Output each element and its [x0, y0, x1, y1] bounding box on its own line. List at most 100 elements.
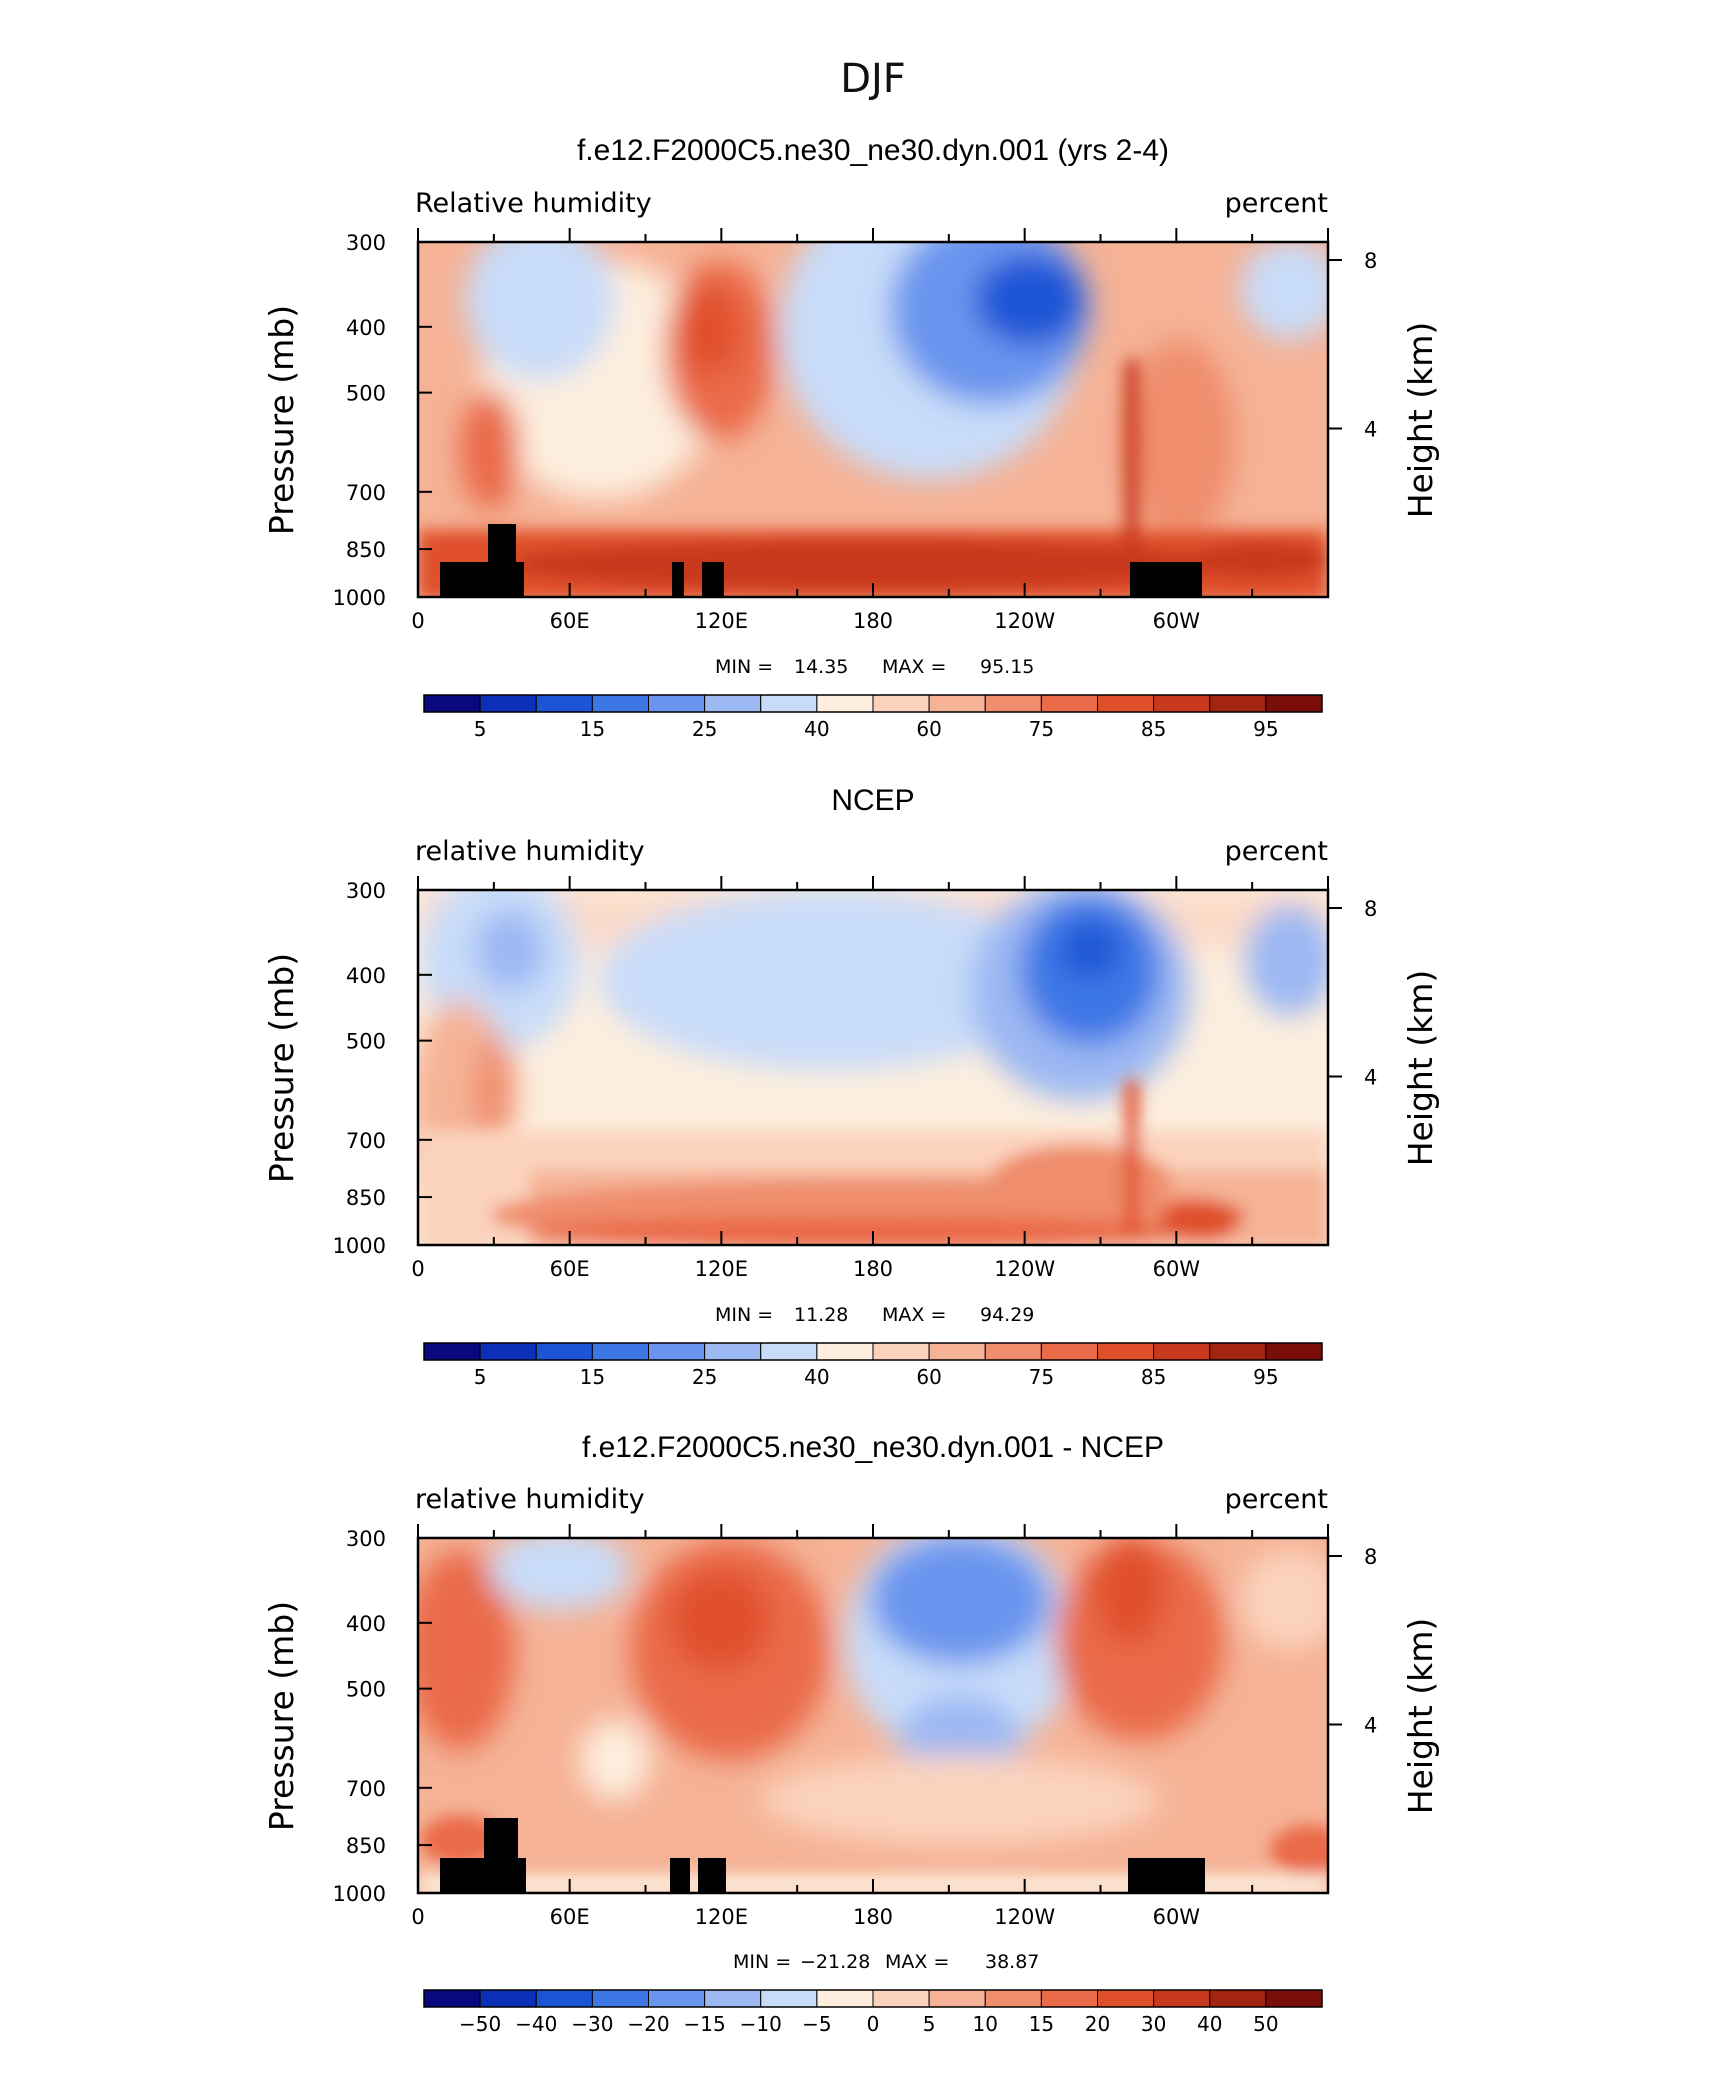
colorbar-label: 0	[867, 2012, 880, 2036]
contour-field	[418, 242, 1328, 597]
y-tick-label: 1000	[333, 1234, 386, 1258]
colorbar-label: 85	[1141, 1365, 1166, 1389]
y-tick-label-right: 8	[1364, 249, 1377, 273]
y-tick-label: 500	[346, 1678, 386, 1702]
colorbar-swatch	[928, 1342, 986, 1361]
min-max-stats: MIN = 11.28 MAX = 94.29	[715, 1304, 1034, 1326]
colorbar-label: 75	[1029, 1365, 1054, 1389]
units-label: percent	[1225, 1484, 1328, 1515]
y-tick-label: 700	[346, 481, 386, 505]
x-axis: 0 60E 120E 180 120W 60W	[411, 228, 1329, 633]
y-axis-label: Pressure (mb)	[262, 953, 301, 1183]
colorbar-swatch	[1153, 694, 1211, 713]
colorbar-label: 25	[692, 1365, 717, 1389]
y-tick-label: 850	[346, 1834, 386, 1858]
min-label: MIN =	[733, 1951, 791, 1973]
colorbar-swatch	[479, 1989, 537, 2008]
panel-title: f.e12.F2000C5.ne30_ne30.dyn.001 - NCEP	[582, 1431, 1164, 1464]
panel-obs: NCEP relative humidity percent	[262, 784, 1440, 1389]
colorbar-swatch	[423, 694, 481, 713]
colorbar-label: 95	[1253, 717, 1278, 741]
colorbar-label: 5	[923, 2012, 936, 2036]
colorbar-swatch	[872, 1989, 930, 2008]
colorbar-label: 60	[916, 717, 941, 741]
y-tick-label: 1000	[333, 1882, 386, 1906]
topography-mask	[440, 524, 1202, 597]
y-tick-label-right: 8	[1364, 1545, 1377, 1569]
colorbar-label: 40	[804, 1365, 829, 1389]
colorbar-swatch	[1097, 1342, 1155, 1361]
variable-label: relative humidity	[415, 836, 645, 867]
colorbar-label: 15	[580, 717, 605, 741]
y-axis: 300 400 500 700 850 1000 8 4	[333, 1527, 1378, 1906]
colorbar-label: 5	[474, 1365, 487, 1389]
y-axis: 300 400 500 700 850 1000 8 4	[333, 231, 1378, 610]
x-tick-label: 60W	[1153, 609, 1201, 633]
colorbar-swatch	[591, 1342, 649, 1361]
y-tick-label: 850	[346, 538, 386, 562]
contour-field	[418, 1538, 1328, 1893]
colorbar-swatch	[648, 1342, 706, 1361]
y-tick-label: 400	[346, 316, 386, 340]
max-label: MAX =	[885, 1951, 949, 1973]
colorbar-swatch	[648, 694, 706, 713]
y-tick-label: 700	[346, 1129, 386, 1153]
colorbar-label: −5	[802, 2012, 831, 2036]
colorbar-label: 25	[692, 717, 717, 741]
colorbar-swatch	[479, 1342, 537, 1361]
y-tick-label: 400	[346, 1612, 386, 1636]
max-value: 94.29	[980, 1304, 1034, 1326]
colorbar-label: 15	[1029, 2012, 1054, 2036]
y-tick-label: 300	[346, 231, 386, 255]
colorbar-swatch	[816, 694, 874, 713]
x-tick-label: 180	[853, 1905, 893, 1929]
x-axis: 0 60E 120E 180 120W 60W	[411, 1524, 1329, 1929]
y-axis: 300 400 500 700 850 1000 8 4	[333, 879, 1378, 1258]
colorbar-swatch	[1153, 1989, 1211, 2008]
topography-mask	[440, 1818, 1205, 1893]
colorbar-frame	[423, 694, 1323, 713]
colorbar-label: 5	[474, 717, 487, 741]
x-tick-label: 0	[411, 1905, 424, 1929]
y-tick-label: 300	[346, 1527, 386, 1551]
colorbar-label: −50	[459, 2012, 501, 2036]
y-axis-label: Pressure (mb)	[262, 1601, 301, 1831]
x-tick-label: 120E	[695, 1905, 748, 1929]
x-tick-label: 60W	[1153, 1257, 1201, 1281]
colorbar-swatch	[1265, 1342, 1323, 1361]
colorbar-swatch	[816, 1342, 874, 1361]
variable-label: relative humidity	[415, 1484, 645, 1515]
x-tick-label: 0	[411, 609, 424, 633]
y-axis-label: Pressure (mb)	[262, 305, 301, 535]
colorbar-swatch	[648, 1989, 706, 2008]
min-label: MIN =	[715, 1304, 773, 1326]
panel-model: f.e12.F2000C5.ne30_ne30.dyn.001 (yrs 2-4…	[262, 134, 1440, 741]
y-tick-label-right: 4	[1364, 1066, 1377, 1090]
colorbar-swatch	[984, 694, 1042, 713]
x-tick-label: 60E	[550, 609, 590, 633]
y-tick-label: 500	[346, 382, 386, 406]
colorbar-swatch	[760, 1342, 818, 1361]
y-axis-label-right: Height (km)	[1401, 970, 1440, 1167]
x-tick-label: 120W	[994, 609, 1055, 633]
colorbar-swatch	[984, 1342, 1042, 1361]
colorbar-swatch	[423, 1989, 481, 2008]
colorbar-swatch	[1097, 694, 1155, 713]
colorbar-swatch	[1265, 1989, 1323, 2008]
colorbar-swatch	[1265, 694, 1323, 713]
y-tick-label: 400	[346, 964, 386, 988]
contour-field	[418, 890, 1328, 1245]
figure-title: DJF	[840, 56, 906, 102]
min-value: 11.28	[794, 1304, 848, 1326]
colorbar-label: 40	[1197, 2012, 1222, 2036]
variable-label: Relative humidity	[415, 188, 652, 219]
x-tick-label: 0	[411, 1257, 424, 1281]
colorbar-label: 85	[1141, 717, 1166, 741]
min-value: −21.28	[800, 1951, 870, 1973]
colorbar-swatch	[704, 1342, 762, 1361]
min-max-stats: MIN = 14.35 MAX = 95.15	[715, 656, 1034, 678]
colorbar-label: 20	[1085, 2012, 1110, 2036]
colorbar-swatch	[1040, 1989, 1098, 2008]
colorbar-swatch	[760, 694, 818, 713]
